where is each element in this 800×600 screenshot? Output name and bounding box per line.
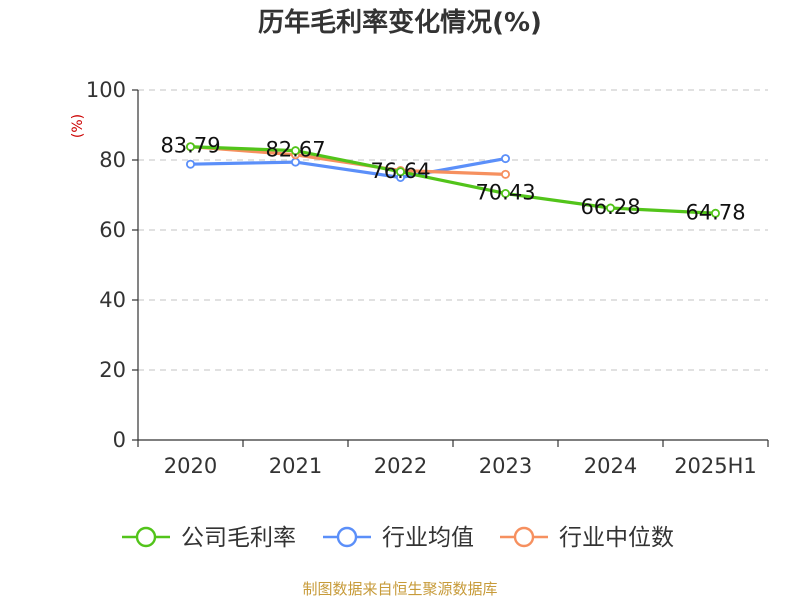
legend-marker — [135, 526, 157, 548]
legend-marker — [336, 526, 358, 548]
data-label: 66.28 — [580, 195, 640, 219]
data-label: 76.64 — [370, 159, 430, 183]
data-point — [185, 142, 195, 152]
x-tick-label: 2021 — [269, 454, 322, 478]
data-point — [500, 154, 510, 164]
data-point — [500, 169, 510, 179]
legend-marker — [513, 526, 535, 548]
chart-title: 历年毛利率变化情况(%) — [258, 7, 542, 38]
legend-label: 公司毛利率 — [181, 525, 296, 551]
gridlines — [138, 89, 768, 371]
legend-label: 行业均值 — [382, 525, 474, 551]
x-tick-label: 2022 — [374, 454, 427, 478]
y-tick-label: 40 — [99, 288, 126, 312]
axes: 0 20 40 60 80 100 2020 2021 2022 2023 2024 2025H1 — [86, 78, 769, 478]
y-axis-unit: (%) — [70, 114, 86, 138]
data-point — [606, 203, 616, 213]
data-label: 82.67 — [265, 138, 325, 162]
legend: 公司毛利率 行业均值 行业中位数 — [122, 525, 674, 551]
data-point — [711, 208, 721, 218]
data-label: 64.78 — [685, 200, 745, 224]
data-point — [185, 159, 195, 169]
x-tick-label: 2023 — [479, 454, 532, 478]
y-tick-label: 100 — [86, 78, 126, 102]
y-tick-label: 80 — [99, 148, 126, 172]
series-lines — [185, 142, 721, 218]
y-tick-label: 20 — [99, 358, 126, 382]
y-tick-label: 60 — [99, 218, 126, 242]
x-tick-label: 2025H1 — [674, 454, 757, 478]
series-line — [190, 145, 716, 215]
data-point — [290, 146, 300, 156]
data-label: 83.79 — [160, 134, 220, 158]
y-tick-label: 0 — [113, 428, 126, 452]
series-line — [190, 157, 506, 180]
data-label: 70.43 — [475, 180, 535, 204]
data-point — [500, 188, 510, 198]
data-labels: 83.79 82.67 76.64 70.43 66.28 64.78 — [160, 134, 745, 225]
data-point — [395, 167, 405, 177]
x-tick-label: 2020 — [164, 454, 217, 478]
data-source-note: 制图数据来自恒生聚源数据库 — [302, 580, 497, 598]
legend-label: 行业中位数 — [559, 525, 674, 551]
x-tick-label: 2024 — [584, 454, 637, 478]
